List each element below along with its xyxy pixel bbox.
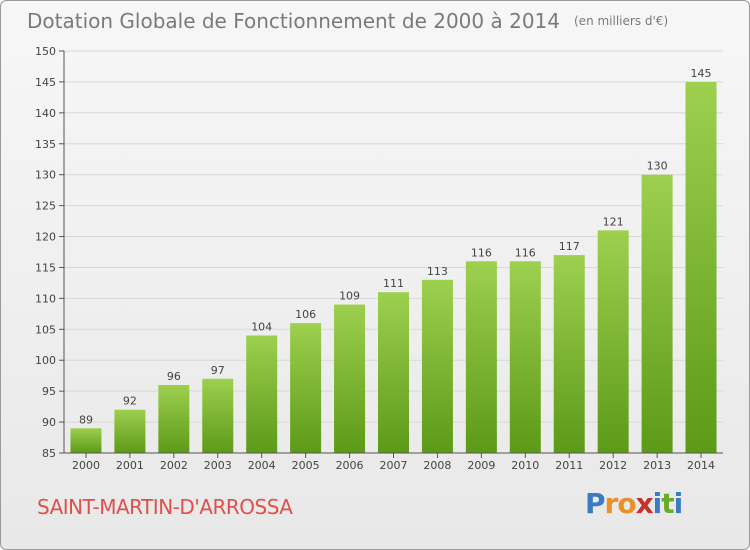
labels: 85 90 95 100 105 110 115 120 125 130 135 140 145 150 8… (35, 45, 715, 472)
data-label: 130 (647, 160, 668, 173)
bar-2010 (509, 261, 541, 453)
y-tick-label: 120 (35, 231, 56, 244)
bar-2004 (246, 335, 278, 453)
y-tick-label: 145 (35, 76, 56, 89)
x-tick-label: 2006 (336, 459, 364, 472)
x-tick-label: 2009 (467, 459, 495, 472)
logo-letter: i (652, 487, 663, 520)
data-label: 113 (427, 265, 448, 278)
data-label: 96 (167, 370, 181, 383)
bar-2014 (685, 81, 717, 453)
logo-letter: o (617, 487, 636, 520)
x-tick-label: 2013 (643, 459, 671, 472)
y-tick-label: 150 (35, 45, 56, 58)
data-label: 109 (339, 290, 360, 303)
bar-2005 (290, 323, 322, 453)
x-tick-label: 2003 (204, 459, 232, 472)
logo-letter: i (673, 487, 684, 520)
bar-2003 (202, 378, 234, 453)
bar-2008 (421, 279, 453, 453)
data-label: 145 (691, 67, 712, 80)
y-tick-label: 115 (35, 261, 56, 274)
y-tick-label: 135 (35, 138, 56, 151)
axes (59, 50, 723, 458)
y-tick-label: 130 (35, 169, 56, 182)
data-label: 121 (603, 215, 624, 228)
logo-letter: r (604, 487, 619, 520)
commune-name: SAINT-MARTIN-D'ARROSSA (37, 495, 293, 519)
data-label: 116 (471, 246, 492, 259)
y-tick-label: 140 (35, 107, 56, 120)
logo-letter: t (661, 487, 674, 520)
data-label: 97 (211, 364, 225, 377)
y-tick-label: 105 (35, 323, 56, 336)
y-tick-label: 85 (42, 447, 56, 460)
x-tick-label: 2014 (687, 459, 715, 472)
chart-unit: (en milliers d'€) (574, 14, 669, 28)
data-label: 106 (295, 308, 316, 321)
y-tick-label: 110 (35, 292, 56, 305)
x-tick-label: 2012 (599, 459, 627, 472)
bars (70, 81, 717, 453)
x-tick-label: 2010 (511, 459, 539, 472)
bar-2011 (553, 255, 585, 453)
bar-2006 (334, 304, 366, 453)
x-tick-label: 2008 (423, 459, 451, 472)
bar-2012 (597, 230, 629, 453)
chart-title-text: Dotation Globale de Fonctionnement de 20… (27, 9, 560, 33)
bar-2002 (158, 384, 190, 453)
data-label: 111 (383, 277, 404, 290)
x-tick-label: 2005 (292, 459, 320, 472)
x-tick-label: 2002 (160, 459, 188, 472)
bar-2013 (641, 174, 673, 453)
logo-letter: x (635, 487, 654, 520)
y-tick-label: 125 (35, 200, 56, 213)
data-label: 89 (79, 413, 93, 426)
bar-2009 (465, 261, 497, 453)
logo-letter: P (585, 487, 606, 520)
x-tick-label: 2007 (380, 459, 408, 472)
y-tick-label: 100 (35, 354, 56, 367)
data-label: 92 (123, 395, 137, 408)
y-tick-label: 90 (42, 416, 56, 429)
y-tick-label: 95 (42, 385, 56, 398)
bar-2007 (378, 292, 409, 453)
chart-title: Dotation Globale de Fonctionnement de 20… (27, 9, 668, 33)
bar-2000 (70, 428, 102, 453)
x-tick-label: 2001 (116, 459, 144, 472)
x-tick-label: 2011 (555, 459, 583, 472)
bar-2001 (114, 409, 146, 453)
data-label: 117 (559, 240, 580, 253)
data-label: 116 (515, 246, 536, 259)
data-label: 104 (251, 320, 272, 333)
proxiti-logo: Proxiti (585, 487, 684, 520)
x-tick-label: 2000 (72, 459, 100, 472)
x-tick-label: 2004 (248, 459, 276, 472)
